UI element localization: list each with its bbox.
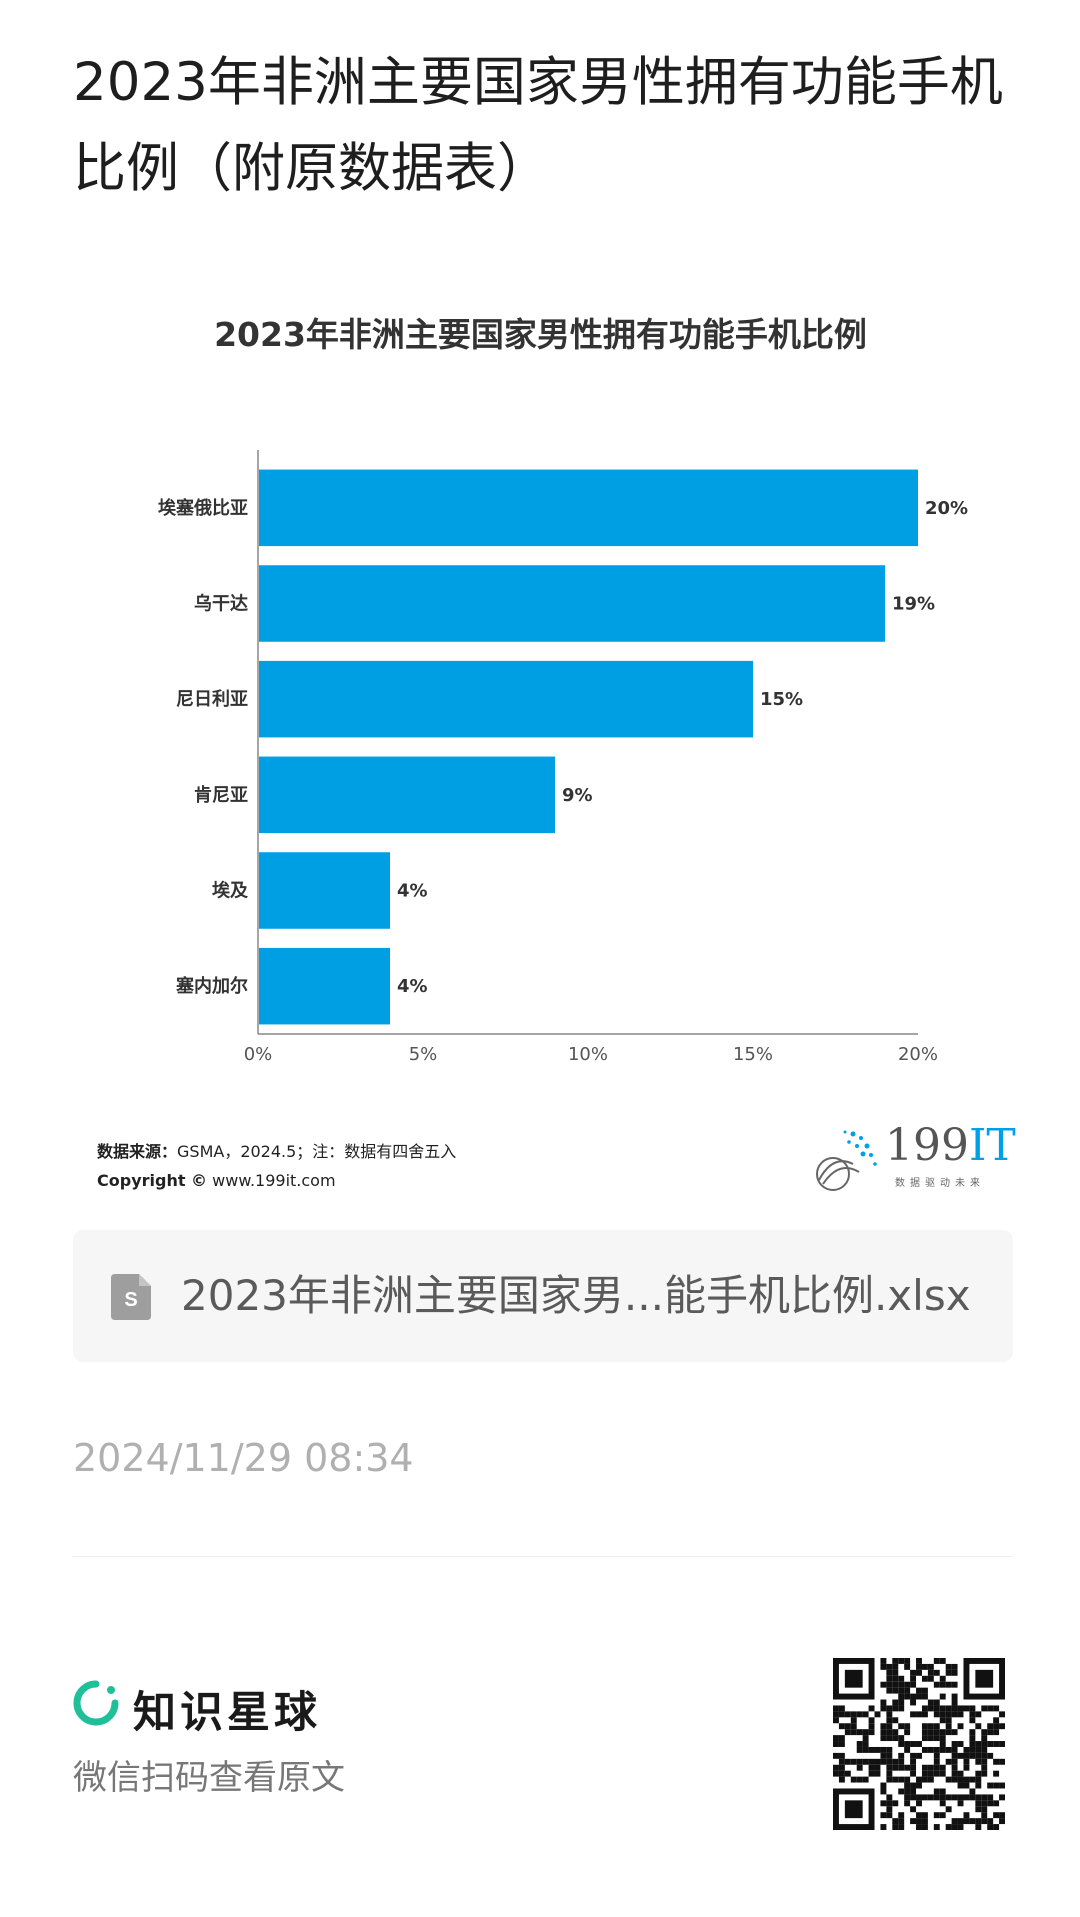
data-label: 19% [892, 594, 935, 615]
data-label: 4% [397, 881, 428, 902]
x-tick-label: 5% [409, 1044, 438, 1065]
divider [73, 1556, 1013, 1557]
category-label: 埃塞俄比亚 [158, 497, 248, 519]
x-tick-label: 0% [244, 1044, 273, 1065]
logo-dandelion-icon [816, 1130, 877, 1191]
post-timestamp: 2024/11/29 08:34 [73, 1436, 414, 1480]
category-label: 尼日利亚 [176, 688, 248, 710]
source-label: 数据来源： [97, 1142, 178, 1161]
attachment-file-name: 2023年非洲主要国家男...能手机比例.xlsx [181, 1271, 971, 1320]
scan-hint: 微信扫码查看原文 [73, 1758, 345, 1798]
bar-3 [259, 756, 555, 834]
data-label: 9% [562, 785, 593, 806]
data-label: 20% [925, 498, 968, 519]
x-tick-label: 20% [898, 1044, 938, 1065]
data-label: 15% [760, 689, 803, 710]
source-text: GSMA，2024.5；注：数据有四舍五入 [177, 1142, 457, 1161]
x-tick-label: 15% [733, 1044, 773, 1065]
199it-logo: 199IT 数据驱动未来 [813, 1118, 1016, 1198]
svg-text:S: S [124, 1289, 137, 1311]
bar-1 [259, 565, 885, 642]
logo-text: 199IT [885, 1120, 1016, 1171]
chart-title: 2023年非洲主要国家男性拥有功能手机比例 [214, 315, 867, 354]
copyright-url: www.199it.com [212, 1171, 336, 1190]
qr-code[interactable] [833, 1658, 1005, 1830]
chart-card: 埃塞俄比亚 20% 乌干达 19% 尼日利亚 15% 肯尼亚 9% 埃及 4% 塞内加尔 4% 0% 5%… [73, 280, 1016, 1200]
category-label: 埃及 [212, 880, 249, 902]
bar-0 [259, 469, 918, 547]
page-title: 2023年非洲主要国家男性拥有功能手机比例（附原数据表） [73, 52, 1003, 199]
attachment-card[interactable]: S 2023年非洲主要国家男...能手机比例.xlsx [73, 1230, 1013, 1362]
bar-2 [259, 660, 753, 738]
spreadsheet-file-icon: S [111, 1274, 151, 1320]
x-tick-label: 10% [568, 1044, 608, 1065]
category-label: 塞内加尔 [176, 975, 248, 997]
data-label: 4% [397, 976, 428, 997]
logo-subtitle: 数据驱动未来 [895, 1178, 985, 1189]
bar-4 [259, 852, 390, 929]
category-label: 乌干达 [194, 593, 248, 615]
bar-chart: 埃塞俄比亚 20% 乌干达 19% 尼日利亚 15% 肯尼亚 9% 埃及 4% 塞内加尔 4% 0% 5%… [158, 450, 968, 1065]
chart-source: 数据来源：GSMA，2024.5；注：数据有四舍五入 Copyright © w… [97, 1137, 456, 1195]
copyright-label: Copyright © [97, 1171, 208, 1190]
zsxq-logo-icon [73, 1680, 119, 1726]
category-label: 肯尼亚 [194, 784, 248, 806]
bar-5 [259, 947, 390, 1025]
brand-name: 知识星球 [133, 1688, 321, 1738]
